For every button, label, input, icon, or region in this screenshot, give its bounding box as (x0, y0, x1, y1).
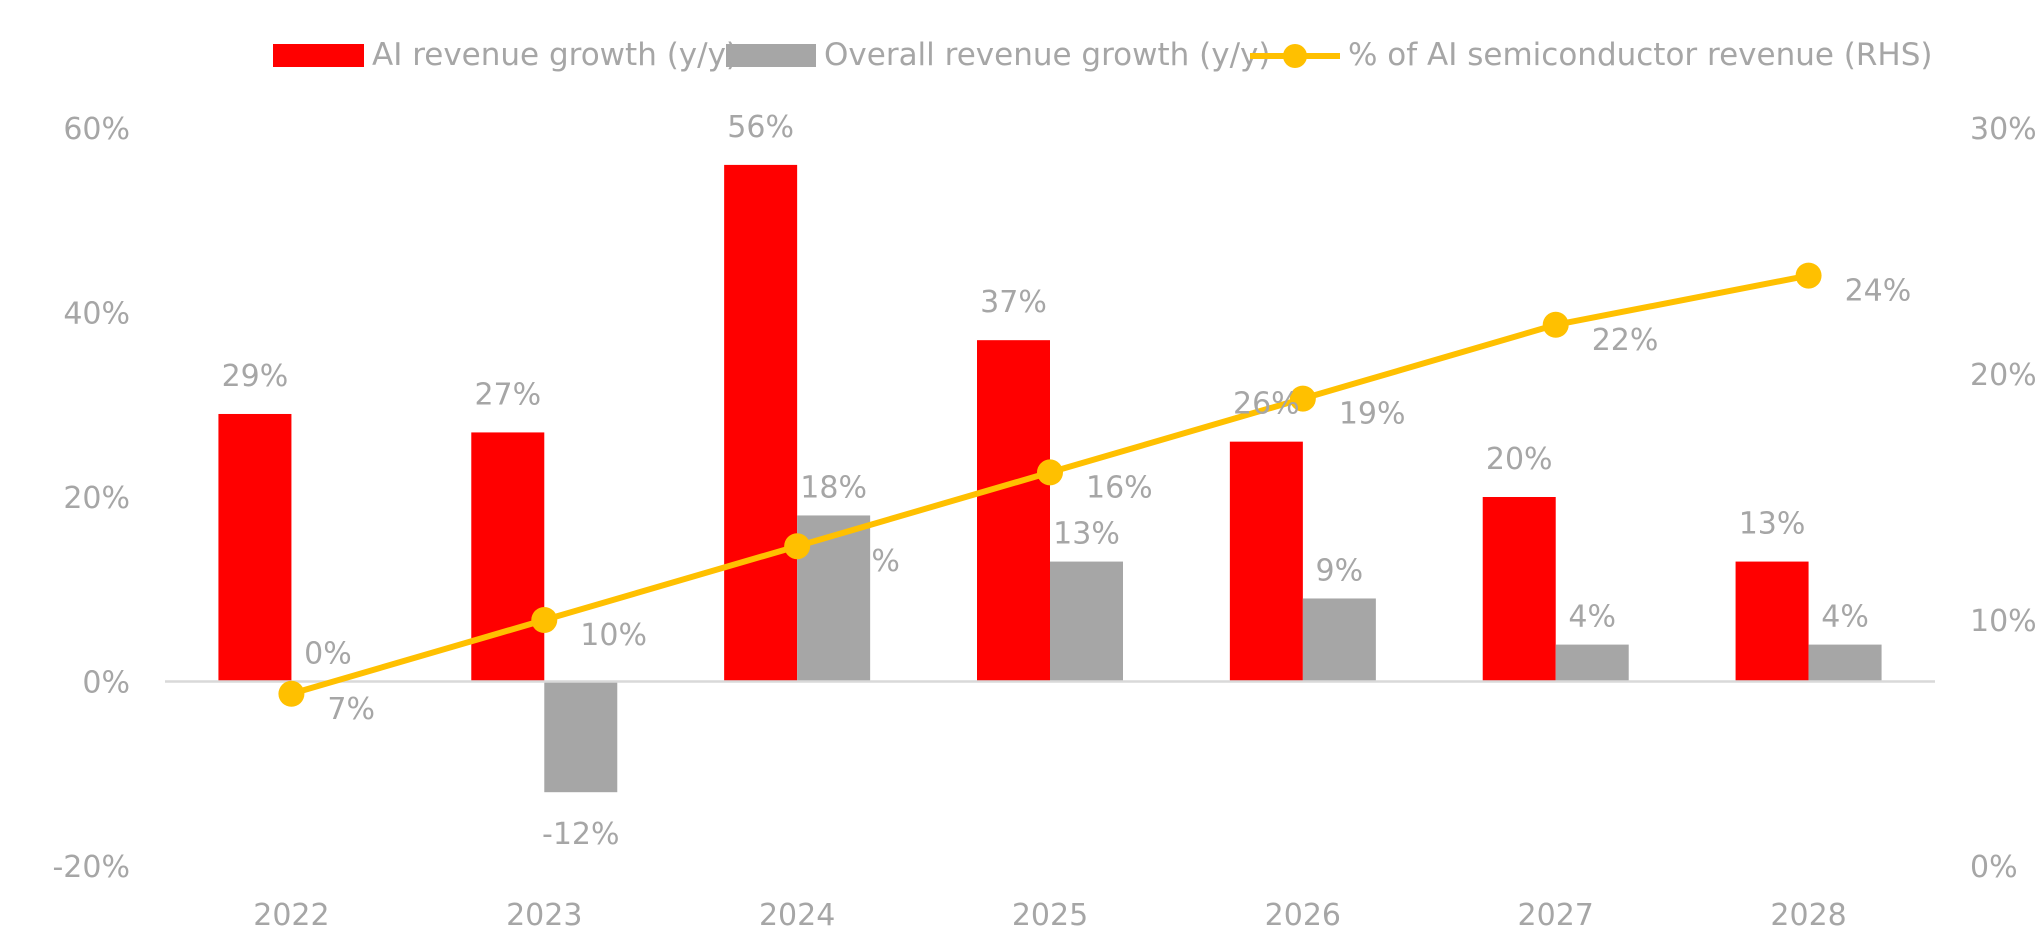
bar-overall-2026 (1302, 598, 1376, 682)
data-label-ai-2025: 37% (980, 285, 1047, 320)
x-tick-label: 2024 (759, 898, 835, 933)
line-series (278, 262, 1822, 707)
line-point-2028 (1795, 262, 1822, 289)
left-tick-label: 0% (82, 666, 130, 701)
bar-overall-2025 (1050, 561, 1123, 682)
line-point-2023 (531, 607, 558, 633)
x-tick-label: 2028 (1770, 898, 1846, 933)
line-point-2027 (1542, 311, 1569, 338)
line-point-2022 (278, 680, 305, 707)
x-tick-label: 2026 (1265, 898, 1341, 933)
data-label-overall-2024: 18% (800, 470, 867, 505)
data-label-overall-2027: 4% (1568, 600, 1616, 635)
data-label-overall-2023: -12% (542, 817, 620, 852)
right-tick-label: 10% (1970, 604, 2037, 639)
bar-ai-2027 (1482, 497, 1556, 682)
data-label-overall-2025: 13% (1053, 517, 1120, 552)
data-label-ai-2028: 13% (1739, 507, 1806, 542)
data-label-overall-2026: 9% (1316, 553, 1364, 588)
data-label-line-2023: 10% (580, 618, 647, 653)
data-label-line-2028: 24% (1845, 274, 1912, 309)
bar-ai-2022 (218, 413, 292, 682)
bar-ai-2025 (977, 340, 1050, 682)
x-tick-label: 2025 (1012, 898, 1088, 933)
bar-ai-2028 (1735, 561, 1809, 682)
legend-label-overall: Overall revenue growth (y/y) (824, 37, 1270, 73)
left-tick-label: -20% (52, 850, 130, 885)
right-tick-label: 0% (1970, 850, 2018, 885)
left-tick-label: 40% (63, 297, 130, 332)
legend-label-ai: AI revenue growth (y/y) (372, 37, 738, 73)
data-label-ai-2027: 20% (1486, 442, 1553, 477)
bar-overall-2027 (1555, 644, 1629, 682)
right-tick-label: 30% (1970, 112, 2037, 147)
left-tick-label: 60% (63, 112, 130, 147)
data-label-line-2025: 16% (1086, 470, 1153, 505)
left-tick-label: 20% (63, 481, 130, 516)
legend-swatch-overall (726, 44, 816, 67)
legend: AI revenue growth (y/y) Overall revenue g… (273, 37, 1933, 73)
bar-overall-2028 (1808, 644, 1882, 682)
data-label-line-2024: 13% (833, 544, 900, 579)
data-label-ai-2023: 27% (474, 377, 541, 412)
data-label-ai-2022: 29% (222, 359, 289, 394)
data-label-overall-2022: 0% (304, 637, 352, 672)
x-axis: 2022 2023 2024 2025 2026 2027 2028 (253, 898, 1847, 933)
left-axis: -20% 0% 20% 40% 60% (52, 112, 130, 885)
bar-overall-2023 (544, 681, 618, 793)
data-label-overall-2028: 4% (1821, 600, 1869, 635)
x-tick-label: 2022 (253, 898, 329, 933)
x-tick-label: 2023 (506, 898, 582, 933)
line-point-2024 (784, 533, 811, 560)
data-labels: 29% 0% 7% 27% -12% 10% 56% 18% 13% 37% 13% 16% 26% 9%… (222, 110, 1912, 852)
data-label-line-2026: 19% (1339, 397, 1406, 432)
x-tick-label: 2027 (1518, 898, 1594, 933)
bar-ai-2024 (724, 164, 798, 682)
legend-swatch-ai (273, 44, 364, 67)
data-label-ai-2024: 56% (727, 110, 794, 145)
data-label-line-2022: 7% (327, 692, 375, 727)
data-label-line-2027: 22% (1592, 323, 1659, 358)
right-tick-label: 20% (1970, 358, 2037, 393)
line-point-2026 (1289, 385, 1316, 412)
right-axis: 0% 10% 20% 30% (1970, 112, 2037, 885)
legend-label-line: % of AI semiconductor revenue (RHS) (1348, 37, 1933, 73)
line-point-2025 (1037, 459, 1063, 486)
bar-ai-2023 (471, 432, 545, 682)
data-label-ai-2026: 26% (1233, 387, 1300, 422)
bar-ai-2026 (1229, 441, 1303, 682)
legend-marker-line (1283, 44, 1307, 68)
